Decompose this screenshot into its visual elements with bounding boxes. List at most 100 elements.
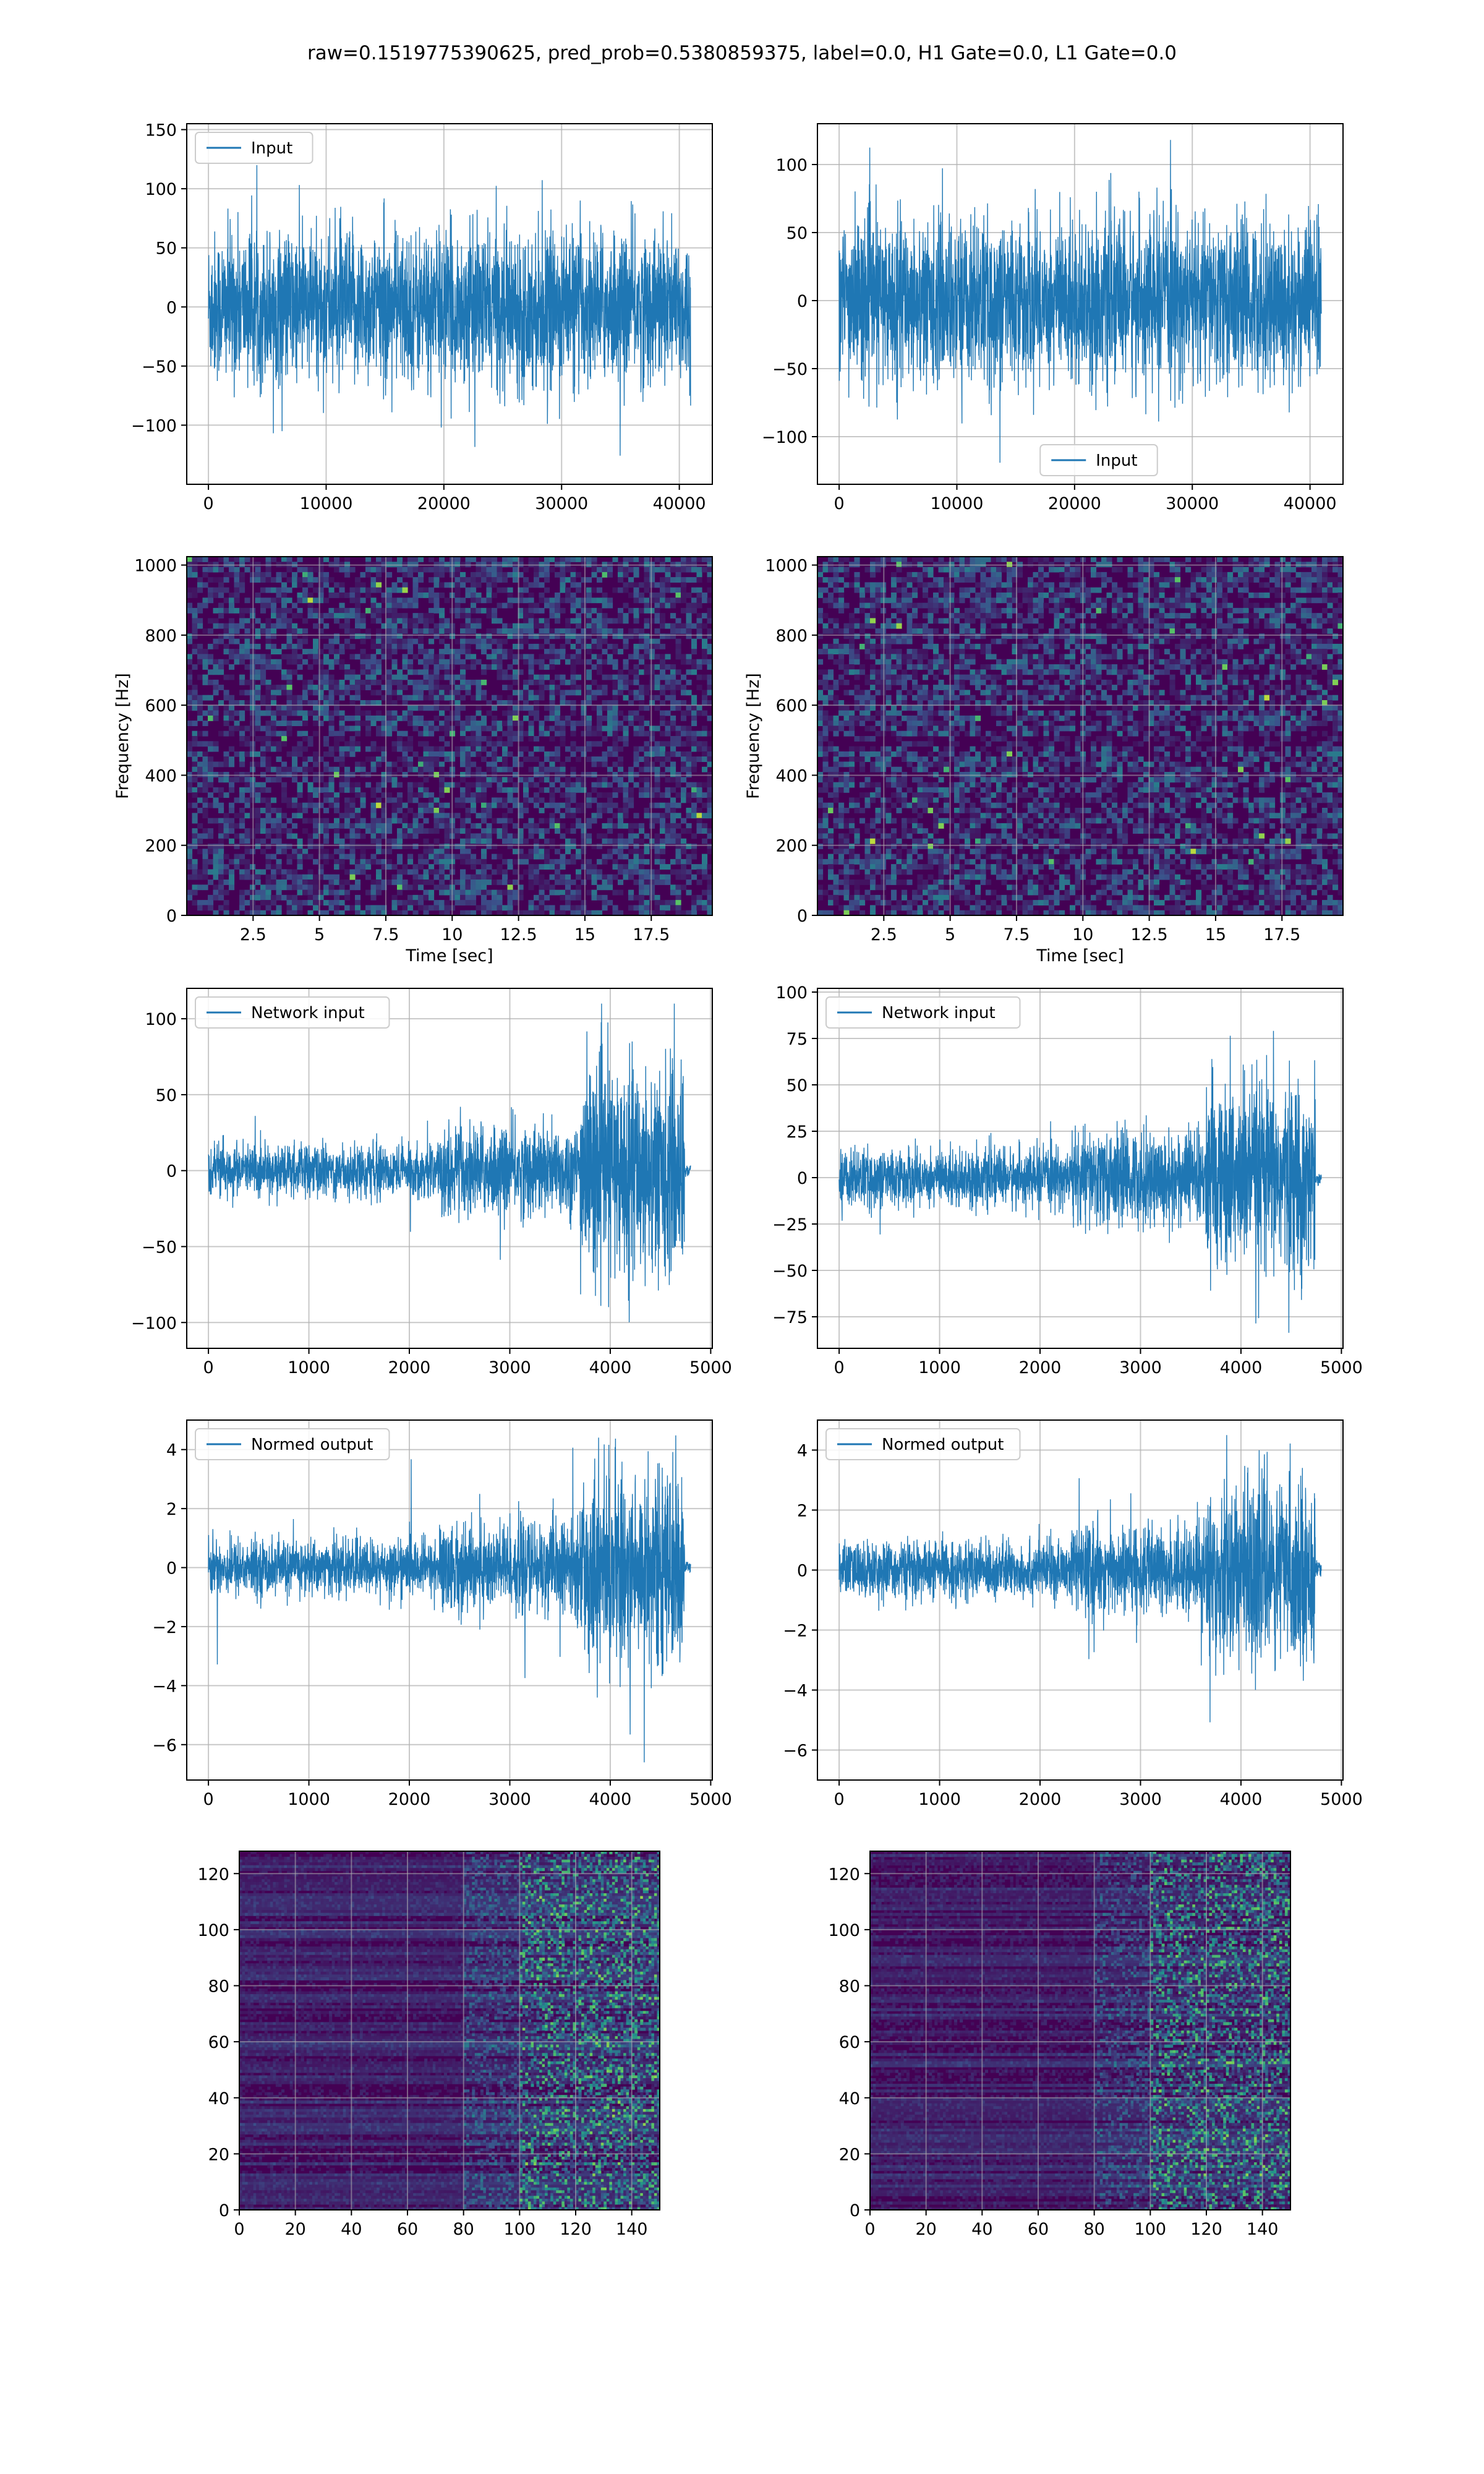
x-tick-label: 140	[616, 2220, 648, 2239]
y-tick-label: 60	[839, 2033, 860, 2052]
y-axis-label: Frequency [Hz]	[744, 673, 763, 799]
y-tick-label: 1000	[134, 557, 177, 576]
y-tick-label: 100	[145, 1010, 177, 1029]
axes-frame	[187, 1420, 712, 1780]
y-tick-label: 200	[775, 837, 808, 856]
x-tick-label: 1000	[918, 1358, 961, 1377]
x-tick-label: 2000	[388, 1358, 431, 1377]
x-tick-label: 20000	[417, 494, 471, 513]
y-tick-label: 50	[156, 1086, 177, 1105]
y-tick-label: 800	[145, 627, 177, 646]
x-axis-label: Time [sec]	[1036, 946, 1124, 965]
y-tick-label: 0	[166, 1162, 177, 1181]
y-tick-label: −75	[772, 1308, 808, 1327]
y-tick-label: 4	[166, 1441, 177, 1460]
y-tick-label: 2	[797, 1502, 808, 1521]
x-tick-label: 5000	[689, 1790, 732, 1809]
x-tick-label: 15	[1205, 925, 1226, 944]
series-line	[839, 1031, 1321, 1333]
y-tick-label: 0	[166, 298, 177, 317]
y-tick-label: 0	[219, 2201, 229, 2220]
legend-label: Normed output	[882, 1436, 1004, 1454]
legend-label: Network input	[882, 1004, 996, 1022]
y-tick-label: 20	[839, 2145, 860, 2164]
y-tick-label: 50	[156, 239, 177, 259]
y-tick-label: 100	[197, 1921, 229, 1940]
x-tick-label: 2.5	[240, 925, 267, 944]
chart-spectrogram-h1: 2.5 5 7.5 10 12.5 15 17.502004006008001000Time…	[113, 557, 713, 965]
legend: Network input	[826, 997, 1020, 1028]
y-tick-label: 150	[145, 121, 177, 140]
x-tick-label: 0	[203, 494, 213, 513]
x-tick-label: 0	[203, 1790, 213, 1809]
y-tick-label: −50	[772, 1262, 808, 1281]
legend-label: Network input	[251, 1004, 365, 1022]
y-tick-label: 800	[775, 627, 808, 646]
y-tick-label: 2	[166, 1500, 177, 1519]
x-tick-label: 120	[560, 2220, 592, 2239]
y-tick-label: 600	[775, 696, 808, 716]
y-tick-label: −2	[783, 1622, 808, 1641]
series-line	[839, 140, 1321, 463]
x-tick-label: 5000	[689, 1358, 732, 1377]
x-tick-label: 3000	[488, 1790, 531, 1809]
x-tick-label: 10	[441, 925, 463, 944]
y-tick-label: −50	[142, 357, 177, 377]
y-tick-label: 80	[839, 1977, 860, 1997]
x-tick-label: 3000	[1119, 1790, 1162, 1809]
x-tick-label: 20	[915, 2220, 936, 2239]
x-tick-label: 80	[1083, 2220, 1104, 2239]
y-tick-label: 25	[787, 1123, 808, 1142]
x-tick-label: 0	[864, 2220, 875, 2239]
y-tick-label: −4	[783, 1682, 808, 1701]
x-tick-label: 0	[834, 1358, 844, 1377]
y-tick-label: −100	[131, 416, 177, 435]
y-tick-label: 120	[197, 1865, 229, 1884]
x-tick-label: 40000	[653, 494, 706, 513]
y-tick-label: −100	[131, 1314, 177, 1333]
y-tick-label: 75	[787, 1030, 808, 1049]
y-tick-label: 80	[208, 1977, 229, 1997]
legend-label: Normed output	[251, 1436, 373, 1454]
y-tick-label: 0	[850, 2201, 860, 2220]
y-tick-label: −2	[152, 1618, 177, 1637]
y-tick-label: 0	[166, 1559, 177, 1578]
x-tick-label: 7.5	[1003, 925, 1030, 944]
legend: Input	[1040, 445, 1158, 476]
x-tick-label: 17.5	[633, 925, 670, 944]
y-tick-label: 100	[145, 180, 177, 199]
x-tick-label: 60	[1028, 2220, 1049, 2239]
x-axis-label: Time [sec]	[405, 946, 493, 965]
y-tick-label: 100	[775, 156, 808, 175]
x-tick-label: 0	[234, 2220, 244, 2239]
x-tick-label: 0	[834, 494, 844, 513]
y-tick-label: 600	[145, 696, 177, 716]
x-tick-label: 0	[834, 1790, 844, 1809]
y-tick-label: 40	[839, 2089, 860, 2108]
x-tick-label: 100	[1135, 2220, 1167, 2239]
y-tick-label: 40	[208, 2089, 229, 2108]
y-tick-label: −25	[772, 1215, 808, 1235]
legend-label: Input	[1096, 452, 1137, 470]
series-line	[208, 1436, 691, 1763]
y-tick-label: −50	[772, 360, 808, 379]
y-tick-label: 4	[797, 1442, 808, 1461]
y-tick-label: 0	[797, 1169, 808, 1188]
y-tick-label: 20	[208, 2145, 229, 2164]
x-tick-label: 12.5	[1131, 925, 1168, 944]
x-tick-label: 2000	[1019, 1790, 1062, 1809]
y-tick-label: 1000	[765, 557, 808, 576]
x-tick-label: 1000	[918, 1790, 961, 1809]
x-tick-label: 120	[1190, 2220, 1222, 2239]
x-tick-label: 5	[314, 925, 325, 944]
y-tick-label: 120	[828, 1865, 860, 1884]
y-tick-label: −100	[762, 428, 808, 447]
x-tick-label: 40	[971, 2220, 992, 2239]
x-tick-label: 7.5	[372, 925, 399, 944]
